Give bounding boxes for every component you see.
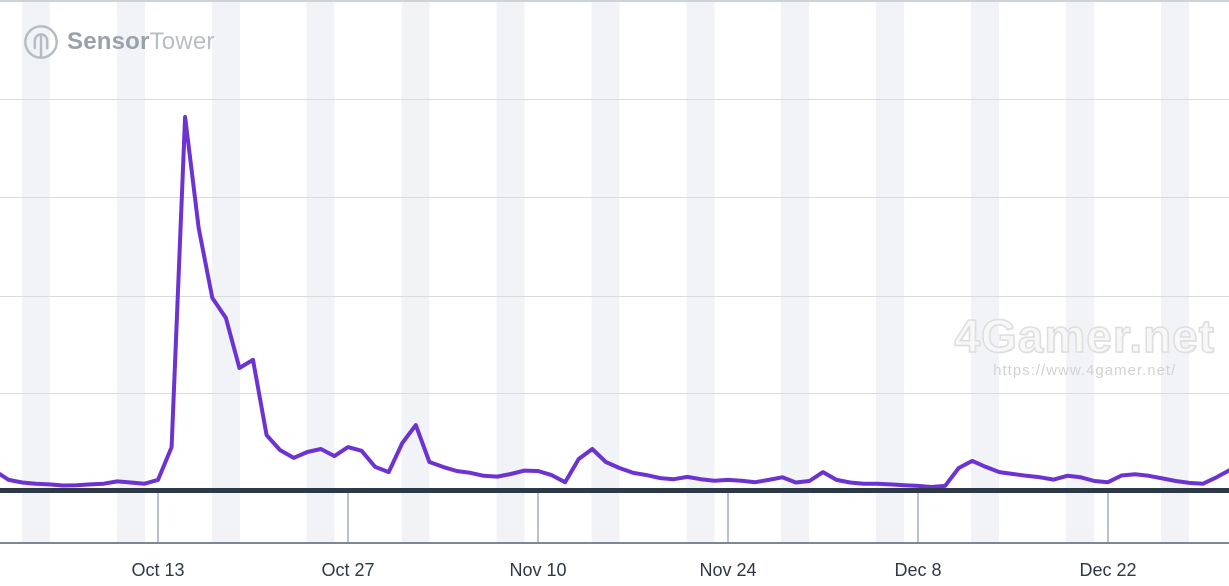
- data-line: [0, 115, 1229, 489]
- watermark-title: 4Gamer.net: [954, 310, 1215, 362]
- x-axis-tick: [1107, 493, 1109, 542]
- x-axis-labels: Oct 13 Oct 27 Nov 10 Nov 24 Dec 8 Dec 22: [0, 558, 1229, 586]
- x-axis-label: Nov 24: [699, 560, 757, 580]
- gridline: [0, 296, 1229, 297]
- x-axis-tick: [917, 493, 919, 542]
- x-axis-tick: [727, 493, 729, 542]
- x-axis-label: Dec 8: [894, 560, 942, 580]
- brand-name: SensorTower: [67, 28, 215, 56]
- x-axis-label: Nov 10: [509, 560, 567, 580]
- x-axis-tick: [347, 493, 349, 542]
- x-axis-line: [0, 488, 1229, 493]
- bottom-separator-line: [0, 542, 1229, 544]
- top-border-line: [0, 0, 1229, 2]
- brand-name-bold: Sensor: [67, 28, 150, 55]
- weekend-bands: [0, 0, 1229, 542]
- sensor-tower-logo-icon: [24, 25, 58, 59]
- line-series: [0, 115, 1229, 489]
- x-axis-tick-band: [0, 493, 1229, 542]
- gridline: [0, 393, 1229, 394]
- x-axis-tick: [537, 493, 539, 542]
- x-axis-label: Dec 22: [1079, 560, 1137, 580]
- x-axis-label: Oct 27: [321, 560, 375, 580]
- x-axis-label: Oct 13: [131, 560, 185, 580]
- watermark-url: https://www.4gamer.net/: [993, 362, 1177, 380]
- gridline: [0, 99, 1229, 100]
- x-axis-tick: [157, 493, 159, 542]
- watermark: 4Gamer.net https://www.4gamer.net/: [954, 310, 1215, 380]
- gridline: [0, 197, 1229, 198]
- brand-logo: SensorTower: [22, 23, 215, 61]
- brand-name-light: Tower: [149, 28, 215, 55]
